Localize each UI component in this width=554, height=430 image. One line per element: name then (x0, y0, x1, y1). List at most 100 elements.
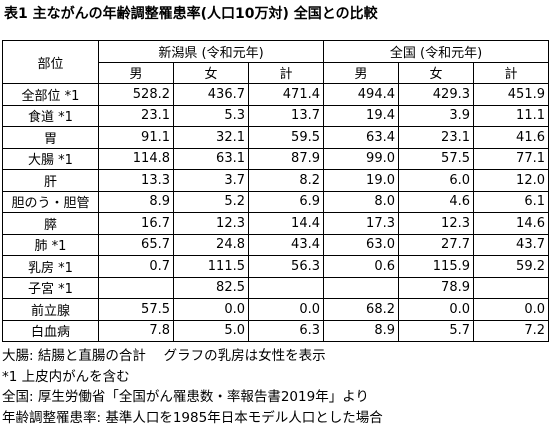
site-cell: 肺 *1 (2, 233, 99, 256)
site-cell: 胆のう・胆管 (2, 190, 99, 213)
value-cell: 5.3 (173, 104, 249, 127)
group-header: 新潟県 (令和元年) (98, 40, 324, 63)
site-cell: 膵 (2, 212, 99, 235)
value-cell: 12.3 (173, 212, 249, 235)
value-cell: 0.0 (248, 298, 324, 321)
value-cell: 57.5 (98, 298, 174, 321)
data-row: 肝 13.3 3.7 8.2 19.0 6.0 12.0 (2, 169, 549, 192)
site-cell: 子宮 *1 (2, 276, 99, 299)
value-cell: 451.9 (473, 83, 549, 106)
value-cell: 0.0 (398, 298, 474, 321)
value-cell: 3.7 (173, 169, 249, 192)
value-cell: 91.1 (98, 126, 174, 149)
value-cell: 7.8 (98, 319, 174, 342)
subheader-row: 男女計男女計 (3, 61, 549, 84)
data-row: 胆のう・胆管 8.9 5.2 6.9 8.0 4.6 6.1 (2, 190, 549, 213)
value-cell: 63.4 (323, 126, 399, 149)
value-cell: 14.4 (248, 212, 324, 235)
data-row: 肺 *1 65.7 24.8 43.4 63.0 27.7 43.7 (2, 233, 549, 256)
value-cell: 56.3 (248, 255, 324, 278)
data-row: 胃 91.1 32.1 59.5 63.4 23.1 41.6 (2, 126, 549, 149)
value-cell: 12.3 (398, 212, 474, 235)
value-cell: 0.7 (98, 255, 174, 278)
value-cell: 6.1 (473, 190, 549, 213)
site-cell: 前立腺 (2, 298, 99, 321)
value-cell: 0.6 (323, 255, 399, 278)
value-cell: 57.5 (398, 147, 474, 170)
value-cell: 43.4 (248, 233, 324, 256)
value-cell: 68.2 (323, 298, 399, 321)
data-row: 膵 16.7 12.3 14.4 17.3 12.3 14.6 (2, 212, 549, 235)
table: 部位 新潟県 (令和元年) 全国 (令和元年) 男女計男女計全部位 *1 528.2 43… (2, 40, 549, 342)
value-cell: 8.0 (323, 190, 399, 213)
value-cell: 14.6 (473, 212, 549, 235)
value-cell: 12.0 (473, 169, 549, 192)
value-cell: 436.7 (173, 83, 249, 106)
site-cell: 食道 *1 (2, 104, 99, 127)
value-cell (323, 276, 399, 299)
value-cell: 99.0 (323, 147, 399, 170)
site-cell: 乳房 *1 (2, 255, 99, 278)
header-row: 部位 新潟県 (令和元年) 全国 (令和元年) (2, 40, 549, 84)
value-cell: 5.2 (173, 190, 249, 213)
site-cell: 白血病 (2, 319, 99, 342)
value-cell: 63.0 (323, 233, 399, 256)
value-cell: 6.0 (398, 169, 474, 192)
value-cell: 0.0 (173, 298, 249, 321)
value-cell: 41.6 (473, 126, 549, 149)
value-cell: 5.7 (398, 319, 474, 342)
value-cell: 24.8 (173, 233, 249, 256)
data-row: 大腸 *1 114.8 63.1 87.9 99.0 57.5 77.1 (2, 147, 549, 170)
site-cell: 大腸 *1 (2, 147, 99, 170)
value-cell: 6.9 (248, 190, 324, 213)
notes: 大腸: 結腸と直腸の合計 グラフの乳房は女性を表示 *1 上皮内がんを含む 全国: … (2, 346, 383, 428)
subheader: 女 (398, 61, 474, 84)
value-cell: 77.1 (473, 147, 549, 170)
data-row: 前立腺 57.5 0.0 0.0 68.2 0.0 0.0 (2, 298, 549, 321)
value-cell: 16.7 (98, 212, 174, 235)
title: 表1 主ながんの年齢調整罹患率(人口10万対) 全国との比較 (4, 6, 378, 22)
subheader: 男 (323, 61, 399, 84)
value-cell: 65.7 (98, 233, 174, 256)
value-cell: 111.5 (173, 255, 249, 278)
group-header: 全国 (令和元年) (323, 40, 549, 63)
value-cell: 59.5 (248, 126, 324, 149)
value-cell: 7.2 (473, 319, 549, 342)
value-cell: 82.5 (173, 276, 249, 299)
value-cell: 78.9 (398, 276, 474, 299)
value-cell: 5.0 (173, 319, 249, 342)
data-row: 子宮 *1 82.5 78.9 (2, 276, 549, 299)
data-row: 食道 *1 23.1 5.3 13.7 19.4 3.9 11.1 (2, 104, 549, 127)
value-cell (98, 276, 174, 299)
value-cell: 59.2 (473, 255, 549, 278)
subheader: 計 (248, 61, 324, 84)
subheader: 計 (473, 61, 549, 84)
value-cell: 13.3 (98, 169, 174, 192)
value-cell: 13.7 (248, 104, 324, 127)
value-cell: 0.0 (473, 298, 549, 321)
value-cell: 494.4 (323, 83, 399, 106)
value-cell: 32.1 (173, 126, 249, 149)
value-cell: 11.1 (473, 104, 549, 127)
data-row: 乳房 *1 0.7 111.5 56.3 0.6 115.9 59.2 (2, 255, 549, 278)
note: 大腸: 結腸と直腸の合計 グラフの乳房は女性を表示 (2, 348, 326, 364)
note: *1 上皮内がんを含む (2, 368, 130, 385)
value-cell: 6.3 (248, 319, 324, 342)
subheader: 男 (98, 61, 174, 84)
value-cell: 429.3 (398, 83, 474, 106)
value-cell: 114.8 (98, 147, 174, 170)
corner-header: 部位 (2, 40, 99, 84)
value-cell: 17.3 (323, 212, 399, 235)
value-cell: 63.1 (173, 147, 249, 170)
site-cell: 肝 (2, 169, 99, 192)
value-cell (248, 276, 324, 299)
value-cell: 23.1 (398, 126, 474, 149)
data-row: 白血病 7.8 5.0 6.3 8.9 5.7 7.2 (2, 319, 549, 342)
value-cell: 4.6 (398, 190, 474, 213)
subheader: 女 (173, 61, 249, 84)
value-cell: 115.9 (398, 255, 474, 278)
site-cell: 全部位 *1 (2, 83, 99, 106)
note: 年齢調整罹患率: 基準人口を1985年日本モデル人口とした場合 (2, 409, 383, 426)
value-cell: 27.7 (398, 233, 474, 256)
